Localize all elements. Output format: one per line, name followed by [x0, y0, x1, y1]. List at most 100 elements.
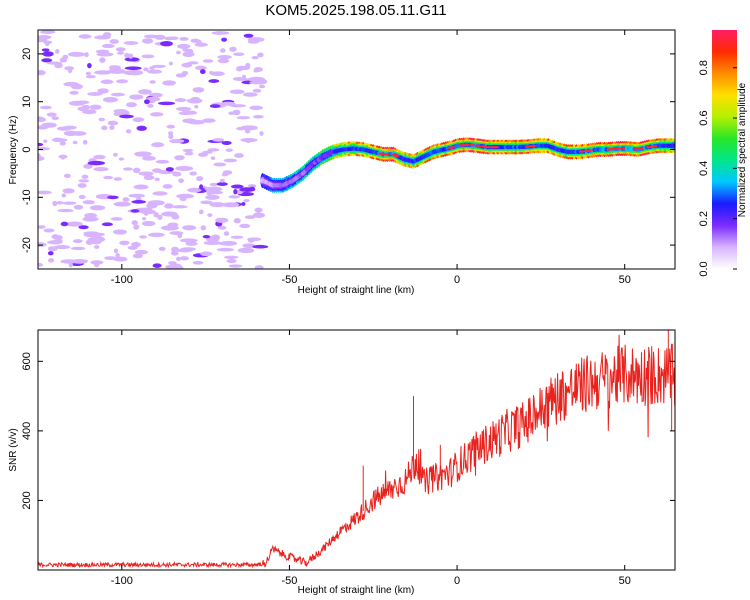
spectrogram-noise-cell — [178, 111, 192, 116]
spectrogram-noise-cell — [68, 100, 86, 106]
spectrogram-noise-cell — [217, 58, 230, 64]
spectrogram-noise-cell — [141, 54, 155, 59]
spectrogram-noise-cell — [38, 70, 46, 76]
spectrogram-noise-cell — [228, 195, 240, 199]
spectrogram-noise-cell — [128, 193, 146, 198]
spectrogram-noise-cell — [97, 88, 109, 94]
spectrogram-ridge-peak — [530, 144, 537, 148]
spectrogram-noise-cell — [101, 222, 113, 227]
spectrogram-noise-cell — [205, 194, 220, 200]
spectrogram-noise-cell — [73, 204, 84, 210]
spectrogram-ridge-peak — [463, 143, 470, 146]
spectrogram-noise-cell — [182, 51, 195, 58]
spectrogram-noise-cell — [221, 140, 232, 145]
spectrogram-noise-cell — [258, 84, 266, 89]
spectrogram-noise-cell — [152, 191, 168, 196]
colorbar-tick-label: 0.0 — [698, 261, 710, 276]
spectrogram-noise-cell — [202, 59, 214, 63]
spectrogram-noise-cell — [141, 38, 154, 44]
spectrogram-noise-cell — [136, 125, 147, 131]
colorbar-tick-label: 0.8 — [698, 60, 710, 75]
spectrogram-noise-cell — [247, 184, 257, 188]
spectrogram-noise-cell — [83, 163, 93, 169]
spectrogram-noise-cell — [83, 232, 100, 238]
spectrogram-noise-cell — [233, 153, 244, 158]
spectrogram-noise-cell — [244, 215, 256, 220]
spectrogram-noise-cell — [60, 221, 69, 227]
spectrogram-noise-cell — [113, 248, 119, 254]
snr-panel: -100 -50 0 50 200 400 600 Height of straight … — [8, 329, 676, 596]
spectrogram-noise-cell — [177, 248, 193, 253]
spectrogram-noise-cell — [168, 261, 177, 265]
spectrogram-noise-cell — [110, 92, 125, 97]
spectrogram-noise-cell — [126, 102, 137, 108]
spectrogram-noise-cell — [223, 231, 230, 236]
spectrogram-noise-cell — [131, 200, 146, 204]
y-tick-label: 200 — [21, 491, 33, 509]
spectrogram-noise-cell — [208, 79, 220, 83]
spectrogram-noise-cell — [169, 139, 185, 144]
spectrogram-y-label: Frequency (Hz) — [8, 116, 19, 185]
spectrogram-noise-cell — [43, 40, 53, 45]
spectrogram-noise-cell — [244, 128, 251, 134]
spectrogram-ridge-peak — [474, 144, 481, 147]
spectrogram-noise-cell — [252, 212, 265, 218]
spectrogram-noise-cell — [116, 79, 129, 84]
spectrogram-noise-cell — [158, 101, 176, 106]
spectrogram-noise-cell — [41, 122, 57, 128]
spectrogram-noise-cell — [90, 260, 104, 265]
spectrogram-noise-cell — [143, 99, 150, 105]
spectrogram-ridge-peak — [383, 153, 390, 156]
spectrogram-noise-cell — [157, 214, 163, 220]
spectrogram-noise-cell — [82, 139, 88, 145]
spectrogram-noise-cell — [57, 208, 74, 213]
spectrogram-noise-cell — [40, 30, 56, 34]
spectrogram-noise-cell — [64, 66, 75, 71]
spectrogram-noise-cell — [126, 69, 144, 76]
spectrogram-noise-cell — [38, 35, 52, 40]
spectrogram-noise-cell — [221, 173, 229, 177]
spectrogram-noise-cell — [131, 241, 141, 248]
y-tick-label: -20 — [21, 237, 33, 253]
spectrogram-noise-cell — [132, 167, 141, 174]
spectrogram-noise-cell — [200, 200, 213, 205]
spectrogram-noise-cell — [113, 201, 132, 207]
spectrogram-noise-cell — [161, 211, 178, 217]
spectrogram-noise-cell — [119, 114, 134, 119]
y-tick-label: 10 — [21, 96, 33, 108]
spectrogram-noise-cell — [38, 155, 45, 162]
spectrogram-noise-cell — [67, 51, 86, 57]
spectrogram-noise-cell — [216, 247, 235, 252]
spectrogram-noise-cell — [131, 220, 138, 226]
spectrogram-noise-cell — [43, 139, 48, 143]
spectrogram-noise-cell — [240, 125, 258, 131]
spectrogram-ridge-peak — [484, 145, 491, 149]
spectrogram-noise-cell — [38, 142, 44, 147]
spectrogram-noise-cell — [202, 118, 216, 123]
spectrogram-noise-cell — [164, 203, 174, 209]
spectrogram-noise-cell — [129, 94, 144, 100]
spectrogram-noise-cell — [229, 89, 245, 94]
spectrogram-noise-cell — [89, 104, 102, 110]
spectrogram-noise-cell — [249, 186, 256, 192]
spectrogram-noise-cell — [138, 171, 154, 176]
spectrogram-noise-cell — [112, 229, 128, 235]
spectrogram-noise-cell — [249, 80, 265, 85]
spectrogram-noise-cell — [109, 39, 119, 44]
spectrogram-noise-cell — [89, 205, 106, 211]
spectrogram-noise-cell — [224, 255, 239, 259]
spectrogram-noise-cell — [154, 34, 166, 40]
spectrogram-noise-cell — [196, 176, 204, 182]
spectrogram-noise-cell — [209, 104, 221, 108]
spectrogram-ridge-peak — [578, 150, 585, 153]
spectrogram-ridge-peak — [637, 147, 644, 151]
spectrogram-noise-cell — [252, 115, 264, 119]
spectrogram-noise-cell — [116, 110, 130, 116]
spectrogram-noise-cell — [223, 158, 238, 163]
snr-background — [38, 330, 675, 570]
spectrogram-x-axis: -100 -50 0 50 — [111, 30, 631, 286]
spectrogram-noise-cell — [179, 36, 189, 41]
spectrogram-noise-cell — [66, 221, 83, 227]
spectrogram-noise-cell — [51, 234, 60, 240]
y-tick-label: 20 — [21, 48, 33, 60]
